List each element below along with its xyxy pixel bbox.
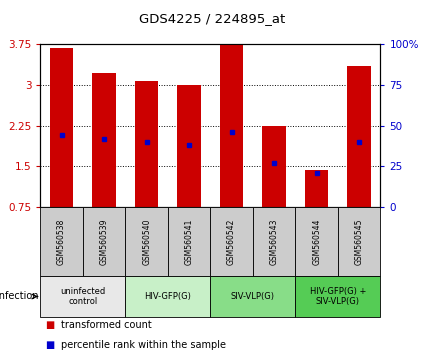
Text: GSM560544: GSM560544 [312, 218, 321, 265]
Bar [295, 276, 380, 317]
Text: HIV-GFP(G): HIV-GFP(G) [144, 292, 191, 301]
Text: transformed count: transformed count [61, 320, 152, 330]
Text: uninfected
control: uninfected control [60, 287, 105, 306]
Bar [177, 85, 201, 207]
Bar [135, 81, 158, 207]
Text: percentile rank within the sample: percentile rank within the sample [61, 340, 226, 350]
Bar [40, 207, 83, 276]
Text: GSM560539: GSM560539 [99, 218, 109, 265]
Bar [210, 207, 253, 276]
Bar [168, 207, 210, 276]
Bar [50, 48, 73, 207]
Text: HIV-GFP(G) +
SIV-VLP(G): HIV-GFP(G) + SIV-VLP(G) [310, 287, 366, 306]
Text: GSM560543: GSM560543 [269, 218, 279, 265]
Bar [305, 170, 328, 207]
Bar [253, 207, 295, 276]
Bar [92, 73, 116, 207]
Text: ■: ■ [45, 340, 54, 350]
Text: GSM560541: GSM560541 [184, 218, 194, 265]
Bar [40, 276, 125, 317]
Bar [347, 66, 371, 207]
Bar [210, 276, 295, 317]
Text: infection: infection [0, 291, 38, 302]
Text: GSM560538: GSM560538 [57, 218, 66, 265]
Bar [262, 126, 286, 207]
Text: GDS4225 / 224895_at: GDS4225 / 224895_at [139, 12, 286, 25]
Bar [125, 276, 210, 317]
Text: SIV-VLP(G): SIV-VLP(G) [231, 292, 275, 301]
Text: ■: ■ [45, 320, 54, 330]
Bar [295, 207, 338, 276]
Text: GSM560545: GSM560545 [354, 218, 364, 265]
Bar [83, 207, 125, 276]
Text: GSM560542: GSM560542 [227, 218, 236, 265]
Bar [220, 44, 243, 207]
Text: GSM560540: GSM560540 [142, 218, 151, 265]
Bar [125, 207, 168, 276]
Bar [338, 207, 380, 276]
